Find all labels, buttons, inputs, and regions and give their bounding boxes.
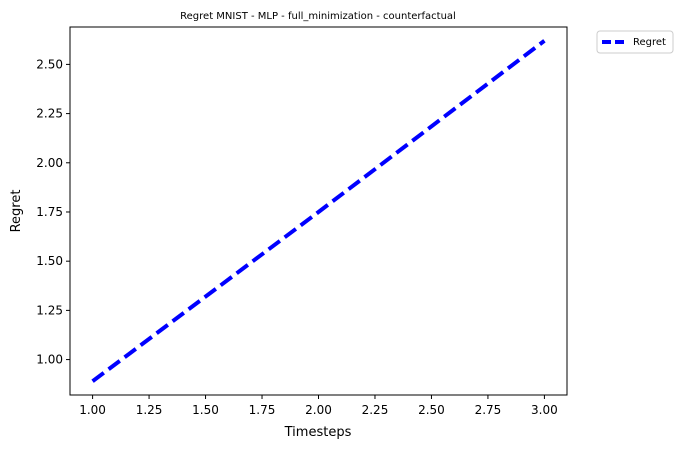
y-axis-label: Regret bbox=[9, 190, 24, 233]
chart-title: Regret MNIST - MLP - full_minimization -… bbox=[180, 11, 456, 22]
y-tick-label: 2.25 bbox=[36, 107, 63, 121]
x-tick-label: 1.50 bbox=[192, 403, 219, 417]
x-tick-label: 1.75 bbox=[249, 403, 276, 417]
x-tick-label: 2.00 bbox=[305, 403, 332, 417]
x-tick-label: 3.00 bbox=[531, 403, 558, 417]
legend-label-regret: Regret bbox=[633, 37, 666, 48]
series-line-regret bbox=[91, 39, 546, 383]
x-tick-label: 1.25 bbox=[136, 403, 163, 417]
x-tick-label: 2.75 bbox=[475, 403, 502, 417]
x-tick-label: 2.50 bbox=[418, 403, 445, 417]
y-tick-label: 1.00 bbox=[36, 353, 63, 367]
x-axis: 1.00 1.25 1.50 1.75 2.00 2.25 2.50 2.75 3.00 bbox=[79, 395, 558, 417]
y-tick-label: 1.25 bbox=[36, 303, 63, 317]
y-tick-label: 2.00 bbox=[36, 156, 63, 170]
y-tick-label: 1.50 bbox=[36, 254, 63, 268]
series-layer bbox=[91, 39, 546, 383]
legend-frame bbox=[596, 30, 674, 54]
x-tick-label: 1.00 bbox=[79, 403, 106, 417]
y-axis: 1.00 1.25 1.50 1.75 2.00 2.25 2.50 bbox=[36, 57, 70, 367]
y-tick-label: 1.75 bbox=[36, 205, 63, 219]
x-axis-label: Timesteps bbox=[284, 425, 352, 440]
legend: Regret bbox=[596, 30, 674, 54]
y-tick-label: 2.50 bbox=[36, 57, 63, 71]
x-tick-label: 2.25 bbox=[362, 403, 389, 417]
